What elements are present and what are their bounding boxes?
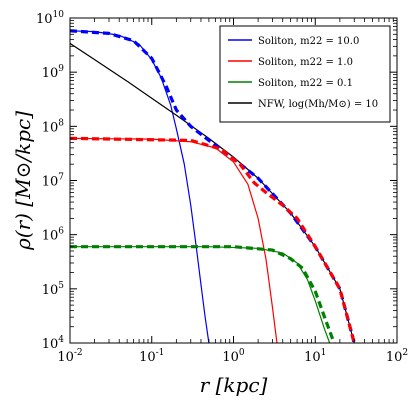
y-axis-label: ρ(r) [M⊙/kpc] xyxy=(11,111,35,251)
x-tick-label: 100 xyxy=(222,348,245,365)
legend-box xyxy=(219,25,391,123)
axis-labels: r [kpc] ρ(r) [M⊙/kpc] xyxy=(11,111,268,397)
legend: Soliton, m22 = 10.0 Soliton, m22 = 1.0 Sol… xyxy=(219,25,391,123)
y-tick-label: 106 xyxy=(42,227,65,244)
ticks: 10-2 10-1 100 101 102 104 105 106 107 108 109 1010 xyxy=(36,10,408,365)
x-tick-label: 10-2 xyxy=(57,348,82,365)
y-tick-label: 107 xyxy=(42,173,65,190)
y-tick-label: 105 xyxy=(42,281,65,298)
x-axis-label: r [kpc] xyxy=(200,373,268,397)
x-tick-label: 10-1 xyxy=(139,348,164,365)
legend-entry: Soliton, m22 = 1.0 xyxy=(258,57,353,68)
y-tick-label: 109 xyxy=(42,64,65,81)
dashed-series-line-6 xyxy=(70,245,336,343)
y-tick-label: 104 xyxy=(42,335,65,352)
legend-entry: Soliton, m22 = 10.0 xyxy=(258,36,359,47)
x-tick-label: 102 xyxy=(386,348,408,365)
x-tick-label: 101 xyxy=(304,348,326,365)
dashed-series-line-4 xyxy=(70,29,356,343)
dashed-series-line-5 xyxy=(70,136,356,343)
legend-entry: NFW, log(Mh/M⊙) = 10 xyxy=(258,99,378,110)
y-tick-label: 1010 xyxy=(36,10,64,27)
series-line-0 xyxy=(70,30,210,343)
legend-entry: Soliton, m22 = 0.1 xyxy=(258,78,353,89)
y-tick-label: 108 xyxy=(42,118,65,135)
series-layer xyxy=(70,29,356,343)
